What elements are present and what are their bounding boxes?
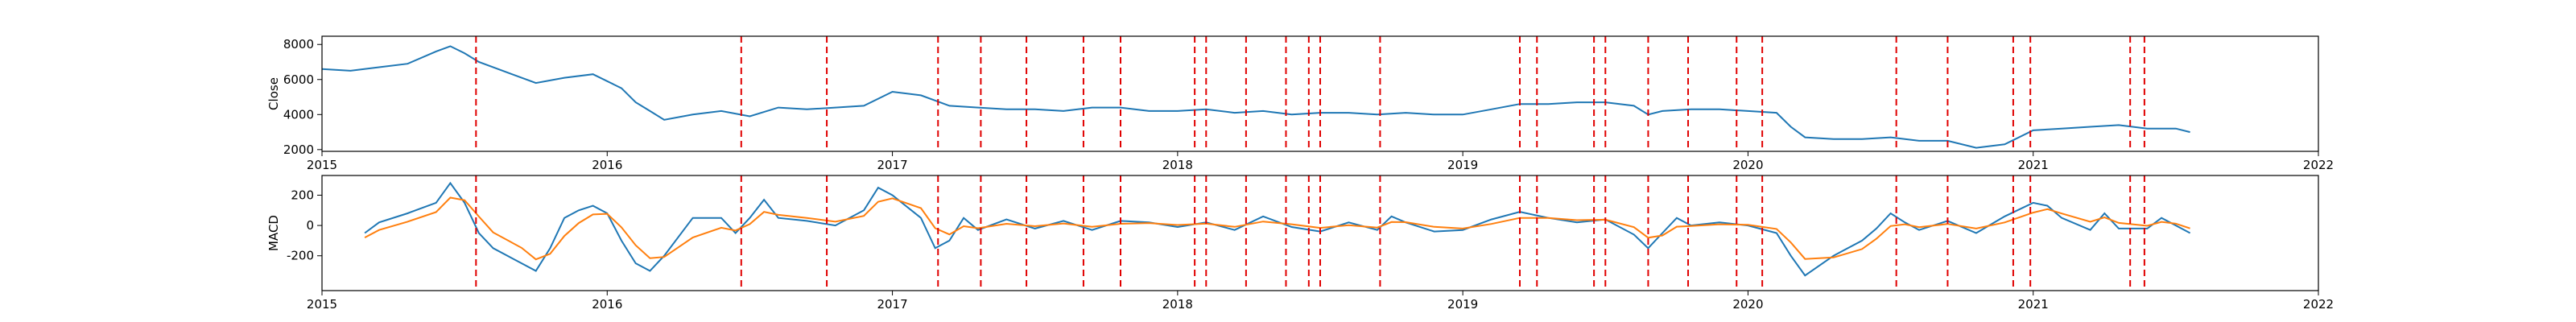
data-line — [364, 196, 2190, 261]
x-tick-label: 2018 — [1162, 297, 1193, 312]
y-tick-label: 6000 — [283, 72, 314, 87]
x-tick-label: 2022 — [2303, 158, 2334, 172]
axes-frame — [321, 35, 2319, 152]
x-tick-label: 2020 — [1732, 158, 1763, 172]
y-tick-label: 8000 — [283, 37, 314, 52]
data-line — [321, 45, 2190, 149]
x-tick-label: 2019 — [1447, 158, 1478, 172]
x-tick-label: 2017 — [877, 158, 907, 172]
x-tick-label: 2019 — [1447, 297, 1478, 312]
x-tick-label: 2021 — [2018, 158, 2049, 172]
y-axis-label: MACD — [266, 215, 281, 251]
x-tick-label: 2017 — [877, 297, 907, 312]
x-tick-label: 2021 — [2018, 297, 2049, 312]
x-tick-label: 2018 — [1162, 158, 1193, 172]
x-tick-label: 2016 — [592, 297, 622, 312]
x-tick-label: 2022 — [2303, 297, 2334, 312]
y-axis-label: Close — [266, 77, 281, 110]
axes-frame — [321, 175, 2319, 291]
y-tick-label: 4000 — [283, 107, 314, 122]
y-tick-label: 200 — [291, 188, 314, 202]
x-tick-label: 2015 — [307, 297, 337, 312]
y-tick-label: 0 — [306, 218, 314, 233]
x-tick-label: 2016 — [592, 158, 622, 172]
x-tick-label: 2020 — [1732, 297, 1763, 312]
data-line — [364, 181, 2191, 277]
y-tick-label: -200 — [287, 249, 314, 263]
x-tick-label: 2015 — [307, 158, 337, 172]
y-tick-label: 2000 — [283, 142, 314, 157]
